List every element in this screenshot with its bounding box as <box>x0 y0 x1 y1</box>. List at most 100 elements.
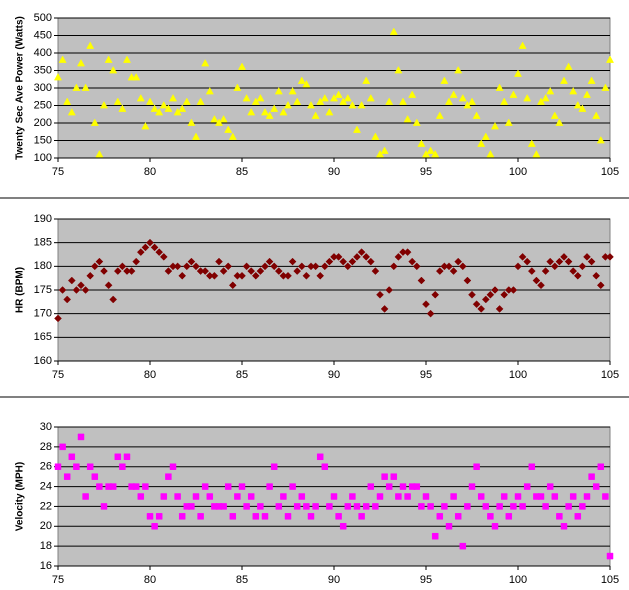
marker <box>247 107 256 116</box>
x-tick-label: 80 <box>144 369 156 381</box>
marker <box>150 104 159 112</box>
marker <box>219 267 228 275</box>
marker <box>578 104 587 112</box>
marker <box>142 483 149 490</box>
marker <box>54 314 62 323</box>
marker <box>109 295 118 304</box>
marker <box>339 257 348 266</box>
marker <box>556 513 563 520</box>
marker <box>164 267 173 275</box>
marker <box>481 132 490 140</box>
marker <box>505 513 513 520</box>
marker <box>605 55 615 63</box>
marker <box>504 118 513 126</box>
x-tick-label: 95 <box>420 166 432 178</box>
marker <box>201 58 210 67</box>
marker <box>63 97 72 105</box>
marker <box>569 267 578 275</box>
marker <box>381 473 388 480</box>
marker <box>303 503 310 510</box>
marker <box>58 286 67 294</box>
marker <box>182 97 191 105</box>
marker <box>63 295 72 304</box>
marker <box>265 257 274 266</box>
marker <box>574 513 582 520</box>
marker <box>546 257 555 266</box>
marker <box>564 257 573 266</box>
marker <box>408 90 417 98</box>
marker <box>509 286 518 294</box>
marker <box>136 93 145 102</box>
y-tick-label: 190 <box>34 213 52 225</box>
marker <box>297 262 306 271</box>
x-tick-label: 85 <box>236 369 248 381</box>
marker <box>477 139 486 147</box>
marker <box>311 111 320 119</box>
marker <box>95 149 104 158</box>
marker <box>398 97 408 105</box>
marker <box>122 55 132 63</box>
marker <box>435 267 444 275</box>
marker <box>606 552 614 560</box>
marker <box>224 483 232 490</box>
marker <box>486 290 495 299</box>
x-tick-label: 105 <box>601 166 619 178</box>
marker <box>178 104 187 112</box>
marker <box>537 493 545 500</box>
marker <box>274 267 283 275</box>
marker <box>238 271 246 280</box>
marker <box>201 483 209 490</box>
marker <box>564 62 573 70</box>
marker <box>495 83 504 91</box>
x-tick-label: 95 <box>420 574 432 586</box>
marker <box>151 523 158 530</box>
marker <box>210 114 219 123</box>
marker <box>275 503 283 510</box>
marker <box>527 267 536 275</box>
y-tick-label: 185 <box>34 237 52 249</box>
marker <box>380 305 389 313</box>
y-tick-label: 160 <box>34 355 52 367</box>
marker <box>77 433 85 441</box>
marker <box>481 295 490 304</box>
y-tick-label: 300 <box>34 82 52 94</box>
marker <box>109 483 117 490</box>
marker <box>219 114 228 123</box>
marker <box>82 493 89 500</box>
marker <box>165 473 172 480</box>
marker <box>316 271 325 280</box>
marker <box>541 267 550 275</box>
marker <box>454 65 463 74</box>
marker <box>187 118 196 126</box>
marker <box>90 262 99 271</box>
marker <box>53 72 63 81</box>
y-tick-label: 250 <box>34 99 52 111</box>
marker <box>606 253 614 261</box>
y-tick-label: 450 <box>34 29 52 41</box>
marker <box>394 65 403 74</box>
marker <box>252 513 260 520</box>
marker <box>441 503 448 510</box>
x-tick-label: 95 <box>420 369 432 381</box>
x-tick-label: 75 <box>52 369 64 381</box>
marker <box>495 305 504 313</box>
marker <box>132 72 141 81</box>
marker <box>238 483 246 490</box>
marker <box>237 62 247 70</box>
y-tick-label: 22 <box>40 500 52 512</box>
marker <box>348 257 357 266</box>
marker <box>234 493 241 500</box>
y-tick-label: 100 <box>34 152 52 164</box>
marker <box>592 483 600 490</box>
marker <box>302 271 311 280</box>
marker <box>435 111 444 119</box>
marker <box>205 86 214 95</box>
marker <box>91 473 99 480</box>
marker <box>569 493 577 500</box>
marker <box>311 262 320 271</box>
marker <box>196 97 205 105</box>
marker <box>349 493 356 500</box>
marker <box>537 281 545 290</box>
marker <box>403 248 412 256</box>
marker <box>228 132 237 140</box>
